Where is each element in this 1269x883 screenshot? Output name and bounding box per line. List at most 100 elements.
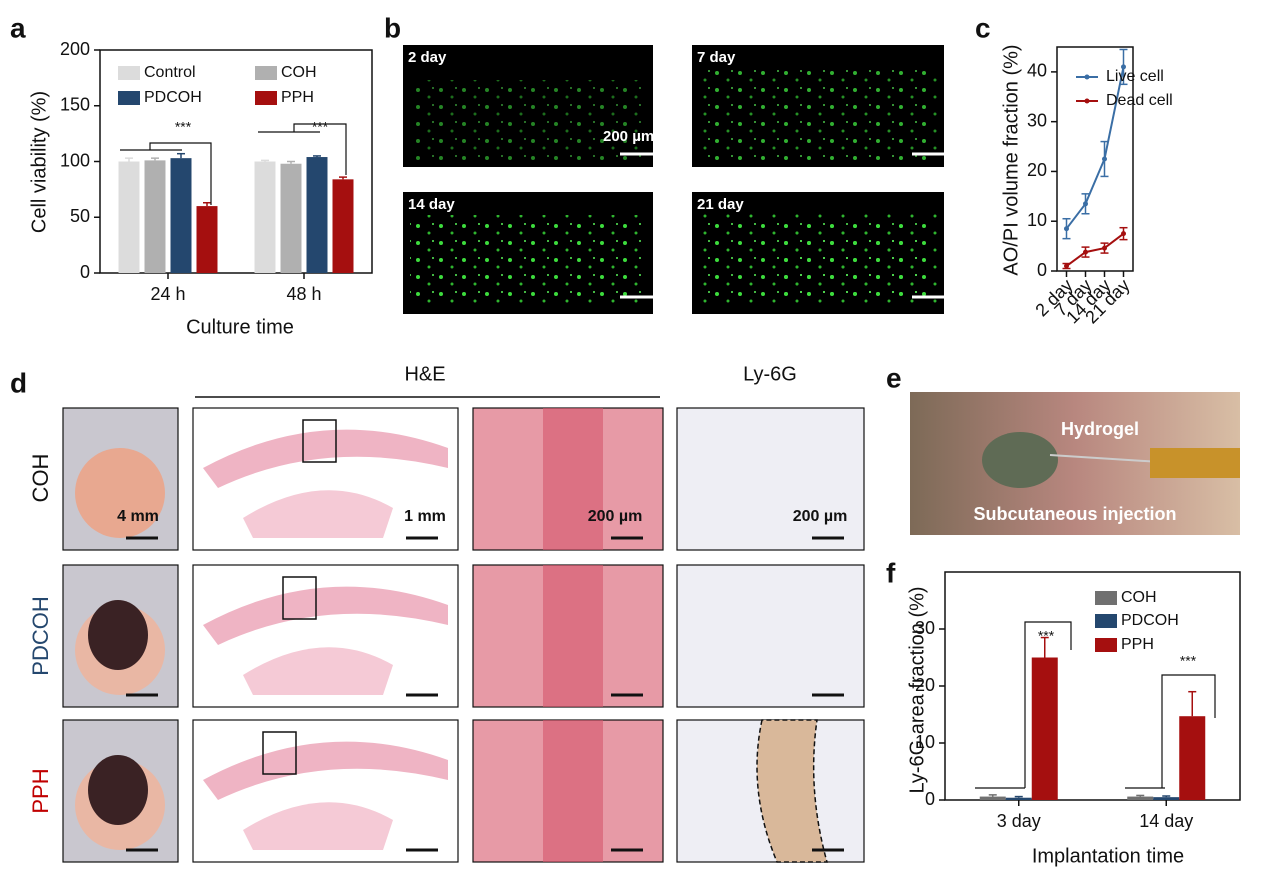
bar	[254, 161, 276, 273]
bar	[118, 161, 140, 273]
scale-bar-label: 200 µm	[793, 508, 848, 525]
panel-label: e	[886, 362, 902, 393]
y-tick-label: 150	[60, 95, 90, 115]
zoom-box	[262, 731, 297, 775]
timepoint-label: 7 day	[697, 49, 736, 66]
y-tick-label: 0	[925, 789, 935, 809]
line	[1065, 232, 1125, 267]
scale-bars	[620, 152, 944, 299]
bar	[170, 158, 192, 273]
point	[1121, 64, 1126, 70]
line	[1065, 66, 1125, 230]
bar	[1153, 797, 1180, 800]
y-tick-label: 0	[80, 262, 90, 282]
tissue-section	[243, 802, 393, 850]
panel-label: d	[10, 367, 27, 398]
legend-swatch	[255, 66, 277, 80]
hydrogel-blob	[982, 432, 1058, 488]
legend-swatch	[118, 91, 140, 105]
photo-label: Subcutaneous injection	[973, 504, 1176, 524]
zoom-box	[282, 576, 317, 620]
y-axis-label: Cell viability (%)	[28, 91, 50, 233]
point	[1083, 249, 1088, 255]
y-tick-label: 100	[60, 150, 90, 170]
legend-swatch	[1095, 591, 1117, 605]
legend-label: Live cell	[1106, 68, 1164, 85]
significance-bracket	[293, 123, 347, 175]
significance-bracket	[149, 142, 212, 205]
plot-frame	[99, 49, 373, 274]
column-header: H&E	[404, 363, 445, 385]
panel-label: b	[384, 12, 401, 43]
muscle-band	[543, 720, 603, 862]
timepoint-label: 21 day	[697, 196, 744, 213]
panel-label: f	[886, 557, 896, 588]
tissue-section	[243, 647, 393, 695]
inflammation-zone	[756, 719, 828, 863]
tissue-section	[203, 586, 448, 645]
point	[1102, 156, 1107, 162]
micrograph	[676, 407, 865, 551]
legend-label: PDCOH	[1121, 612, 1179, 629]
y-tick-label: 10	[915, 732, 935, 752]
muscle-band	[543, 408, 603, 550]
y-tick-label: 20	[1027, 160, 1047, 180]
tissue-section	[243, 490, 393, 538]
x-tick-label: 14 day	[1139, 811, 1193, 831]
legend-label: PPH	[1121, 636, 1154, 653]
panel-b: 2 day 7 day 14 day 21 day 200 µm	[403, 45, 944, 314]
significance-label: ***	[1038, 628, 1055, 644]
timepoint-label: 14 day	[408, 196, 455, 213]
bar	[332, 179, 354, 273]
needle	[1049, 454, 1161, 463]
y-axis-label: AO/PI volume fraction (%)	[1000, 44, 1022, 275]
legend-swatch	[1095, 638, 1117, 652]
cell-dots	[410, 215, 646, 305]
y-tick-label: 50	[70, 206, 90, 226]
tissue-section	[203, 429, 448, 488]
bar	[306, 157, 328, 273]
cell-dots	[780, 225, 920, 295]
point	[1121, 231, 1126, 237]
y-axis-label: Ly-6G area fraction (%)	[906, 586, 928, 793]
scale-bar-label: 200 µm	[588, 508, 643, 525]
legend-label: PPH	[281, 89, 314, 106]
muscle-band	[543, 565, 603, 707]
legend-swatch	[255, 91, 277, 105]
hydrogel	[88, 600, 148, 670]
tissue	[75, 448, 165, 538]
x-tick-label: 3 day	[997, 811, 1041, 831]
significance-label: ***	[1180, 653, 1197, 669]
point	[1064, 226, 1069, 232]
timepoint-label: 2 day	[408, 49, 447, 66]
panel-e: Hydrogel Subcutaneous injection	[910, 392, 1240, 535]
syringe	[1150, 448, 1240, 478]
legend-label: Control	[144, 64, 196, 81]
zoom-box	[302, 419, 337, 463]
cell-dots	[700, 70, 938, 160]
legend-label: COH	[281, 64, 317, 81]
plot-frame	[1056, 46, 1134, 272]
y-tick-label: 30	[915, 618, 935, 638]
y-tick-label: 20	[915, 675, 935, 695]
legend-swatch	[118, 66, 140, 80]
legend-label: COH	[1121, 589, 1157, 606]
legend-swatch	[1084, 98, 1090, 104]
x-tick-label: 48 h	[286, 284, 321, 304]
bar	[1031, 657, 1058, 800]
row-label: COH	[28, 454, 53, 503]
photo-label: Hydrogel	[1061, 419, 1139, 439]
scale-bar-label: 1 mm	[404, 508, 446, 525]
scale-bar-label: 200 µm	[603, 128, 654, 145]
tissue-section	[203, 741, 448, 800]
panel-d: H&E Ly-6G COH PDCOH PPH 4 mm 1 mm 200 µm…	[28, 363, 865, 863]
point	[1102, 245, 1107, 251]
bar	[979, 796, 1006, 800]
y-tick-label: 40	[1027, 61, 1047, 81]
cell-dots	[415, 80, 645, 160]
x-axis-label: Implantation time	[1032, 845, 1184, 867]
significance-label: ***	[175, 119, 192, 135]
legend-label: Dead cell	[1106, 92, 1173, 109]
bar	[1127, 796, 1154, 800]
